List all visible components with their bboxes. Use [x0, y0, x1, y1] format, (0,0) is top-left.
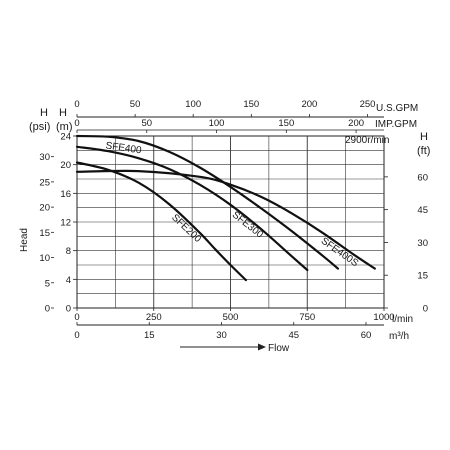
tick-usgpm: 150: [243, 99, 259, 110]
ft-header-h: H: [420, 131, 428, 143]
m-header-h: H: [59, 107, 67, 119]
tick-usgpm: 0: [74, 99, 79, 110]
tick-m: 8: [66, 246, 71, 257]
tick-impgpm: 100: [209, 118, 225, 129]
tick-usgpm: 100: [185, 99, 201, 110]
curve-sfe400: [75, 134, 339, 270]
tick-m: 16: [60, 189, 71, 200]
tick-m: 20: [60, 160, 71, 171]
tick-lpm: 250: [146, 312, 162, 323]
tick-impgpm: 0: [74, 118, 79, 129]
curve-label-sfe400: SFE400: [105, 140, 143, 156]
tick-usgpm: 250: [360, 99, 376, 110]
tick-lpm: 750: [299, 312, 315, 323]
tick-psi: 30: [39, 152, 50, 163]
usgpm-unit-label: U.S.GPM: [376, 103, 418, 114]
m-header-unit: (m): [56, 121, 73, 133]
tick-lpm: 500: [223, 312, 239, 323]
tick-m3h: 15: [144, 330, 155, 341]
x-axis-title: Flow: [268, 343, 290, 354]
impgpm-unit-label: IMP.GPM: [375, 119, 417, 130]
tick-lpm: 0: [74, 312, 79, 323]
tick-impgpm: 50: [141, 118, 152, 129]
tick-ft: 60: [417, 172, 428, 183]
tick-psi: 20: [39, 203, 50, 214]
tick-psi: 0: [45, 304, 50, 315]
tick-m: 4: [66, 275, 71, 286]
m3h-unit-label: m³/h: [389, 331, 409, 342]
tick-m3h: 45: [288, 330, 299, 341]
curve-sfe300: [75, 145, 309, 272]
grid: [77, 136, 384, 308]
tick-psi: 25: [39, 177, 50, 188]
curve-label-sfe200: SFE200: [169, 212, 203, 245]
tick-lpm: 1000: [373, 312, 394, 323]
psi-header-unit: (psi): [29, 121, 50, 133]
curve-sfe400s: [75, 169, 376, 270]
tick-m: 0: [66, 304, 71, 315]
ft-header-unit: (ft): [417, 145, 430, 157]
tick-psi: 5: [45, 278, 50, 289]
tick-ft: 0: [423, 304, 428, 315]
lpm-unit-label: l/min: [392, 314, 413, 325]
tick-m3h: 0: [74, 330, 79, 341]
y-axis-title: Head: [19, 228, 30, 252]
tick-psi: 10: [39, 253, 50, 264]
psi-header-h: H: [40, 107, 48, 119]
tick-ft: 30: [417, 238, 428, 249]
curve-label-sfe400s: SFE400S: [319, 236, 361, 270]
tick-ft: 15: [417, 271, 428, 282]
flow-arrow-head: [258, 343, 266, 351]
tick-psi: 15: [39, 228, 50, 239]
tick-ft: 45: [417, 205, 428, 216]
speed-annotation: 2900r/min: [345, 135, 389, 146]
tick-m3h: 60: [361, 330, 372, 341]
tick-m: 24: [60, 132, 71, 143]
tick-m: 12: [60, 218, 71, 229]
tick-usgpm: 200: [301, 99, 317, 110]
tick-m3h: 30: [216, 330, 227, 341]
tick-impgpm: 150: [278, 118, 294, 129]
tick-usgpm: 50: [130, 99, 141, 110]
tick-impgpm: 200: [348, 118, 364, 129]
